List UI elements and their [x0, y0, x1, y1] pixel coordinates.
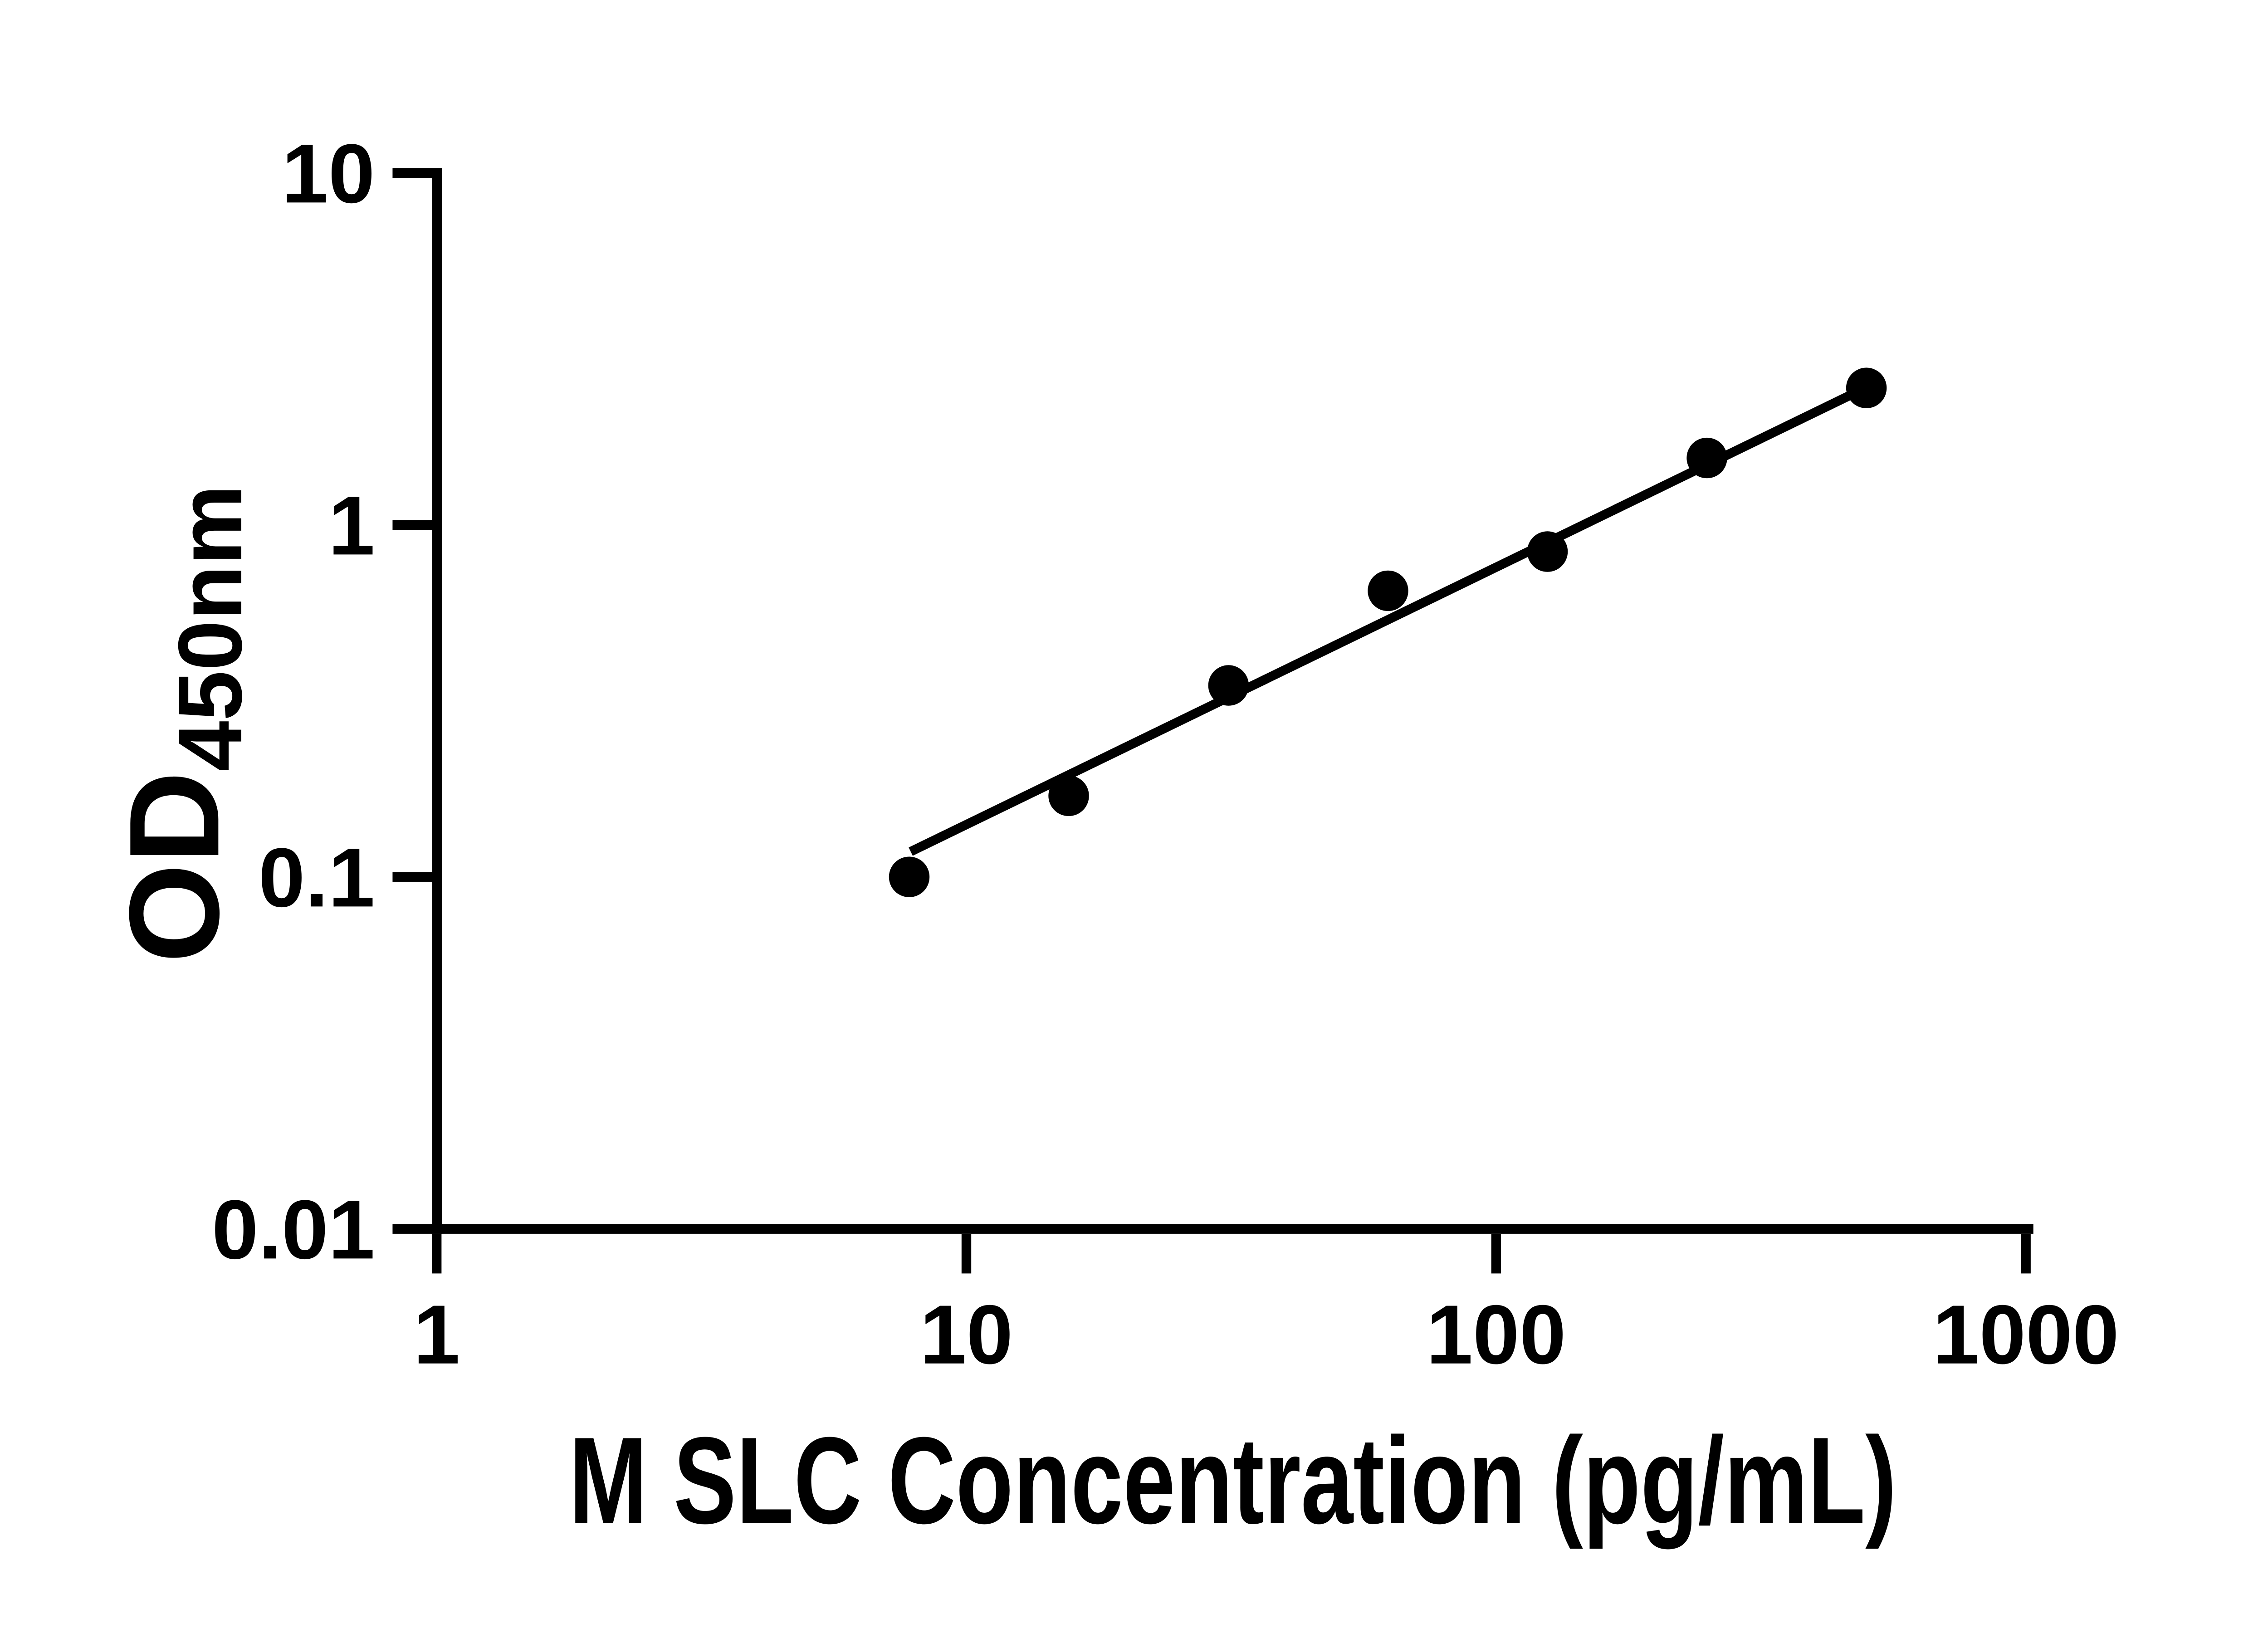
x-tick-label: 100	[1426, 1288, 1566, 1382]
y-axis-title: OD450nm	[103, 485, 261, 963]
y-tick	[392, 1224, 432, 1234]
x-tick	[1491, 1233, 1501, 1274]
y-tick-label: 10	[282, 127, 375, 220]
y-tick-label: 0.01	[212, 1183, 375, 1276]
y-tick-label: 0.1	[259, 831, 375, 924]
data-point	[1048, 775, 1089, 816]
x-tick-label: 1	[413, 1288, 460, 1382]
x-tick-label: 1000	[1933, 1288, 2119, 1382]
y-tick	[392, 872, 432, 882]
x-axis-ticks	[431, 1233, 2031, 1274]
y-axis-title-main: OD	[103, 771, 245, 963]
y-tick-label: 1	[328, 479, 375, 572]
y-tick	[392, 520, 432, 530]
data-point	[1846, 367, 1887, 409]
axes	[432, 168, 2033, 1234]
y-axis-title-subscript: 450nm	[160, 485, 261, 772]
y-axis-spine	[432, 168, 442, 1234]
plot-area	[889, 367, 1887, 897]
x-tick	[961, 1233, 972, 1274]
data-point	[1368, 570, 1408, 611]
y-axis-ticks	[392, 168, 432, 1234]
x-tick	[2021, 1233, 2031, 1274]
x-tick-label: 10	[920, 1288, 1013, 1382]
data-point	[1527, 531, 1568, 572]
x-axis-spine	[432, 1224, 2033, 1234]
x-axis-title: M SLC Concentration (pg/mL)	[569, 1412, 1897, 1550]
data-point	[1208, 665, 1249, 706]
y-axis-tick-labels: 10 1 0.1 0.01	[212, 127, 375, 1276]
x-tick	[431, 1233, 442, 1274]
x-axis-tick-labels: 1 10 100 1000	[413, 1288, 2119, 1382]
y-tick	[392, 168, 432, 178]
data-point	[889, 856, 930, 897]
data-point	[1686, 437, 1727, 479]
